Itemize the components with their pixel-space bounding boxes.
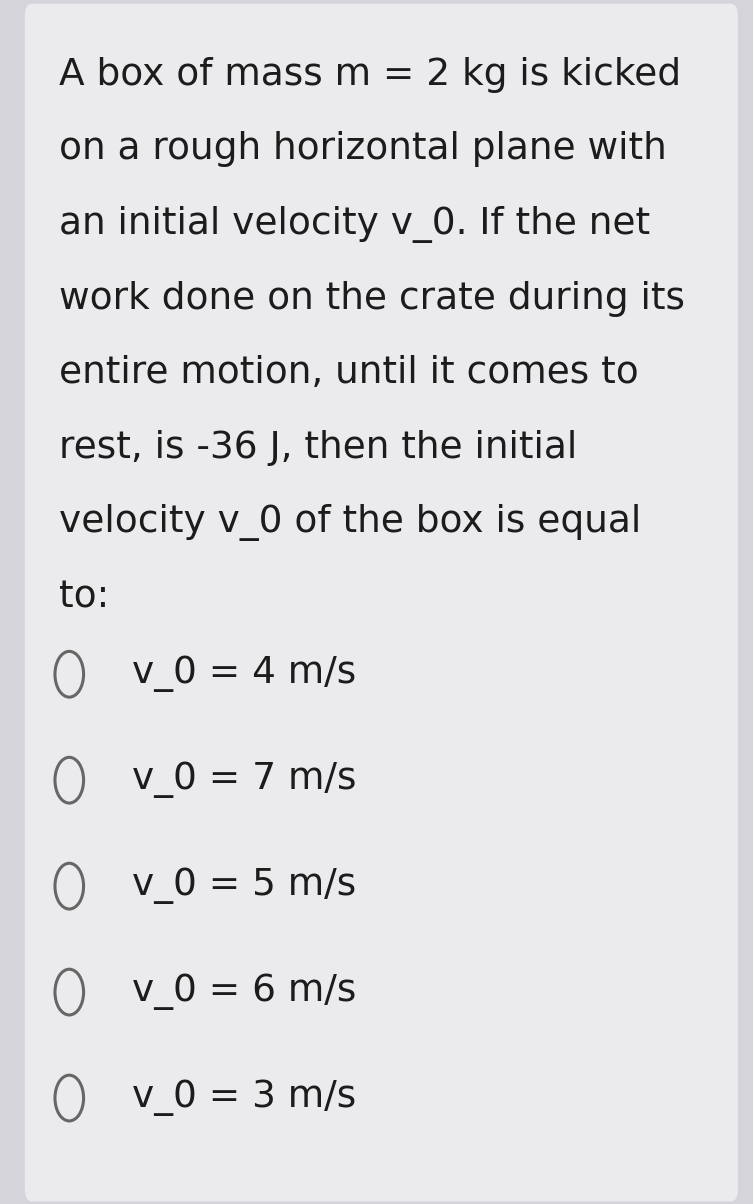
Text: v_0 = 4 m/s: v_0 = 4 m/s [132,656,356,692]
Text: v_0 = 7 m/s: v_0 = 7 m/s [132,762,356,798]
Text: entire motion, until it comes to: entire motion, until it comes to [59,355,639,391]
Text: v_0 = 5 m/s: v_0 = 5 m/s [132,868,356,904]
Text: velocity v_0 of the box is equal: velocity v_0 of the box is equal [59,504,641,542]
Text: on a rough horizontal plane with: on a rough horizontal plane with [59,131,666,167]
Text: v_0 = 3 m/s: v_0 = 3 m/s [132,1080,356,1116]
Text: an initial velocity v_0. If the net: an initial velocity v_0. If the net [59,206,650,243]
Text: work done on the crate during its: work done on the crate during its [59,281,684,317]
Text: rest, is -36 J, then the initial: rest, is -36 J, then the initial [59,430,577,466]
Text: A box of mass m = 2 kg is kicked: A box of mass m = 2 kg is kicked [59,57,681,93]
Text: to:: to: [59,579,109,615]
FancyBboxPatch shape [25,4,738,1202]
Text: v_0 = 6 m/s: v_0 = 6 m/s [132,974,356,1010]
